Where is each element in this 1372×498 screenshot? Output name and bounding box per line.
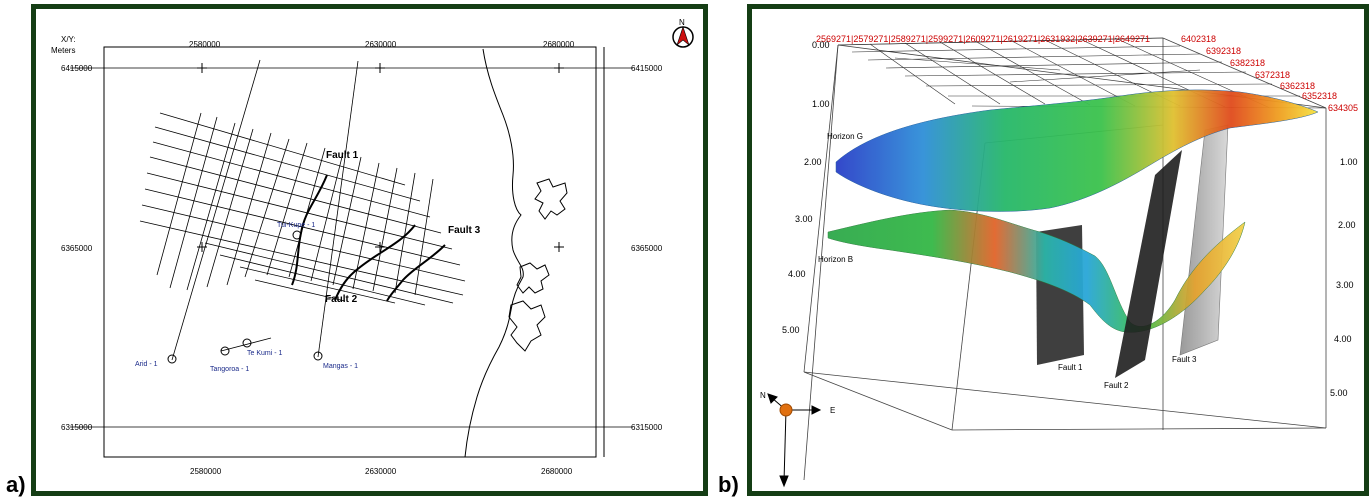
fault-1-3d-label: Fault 1 <box>1058 363 1083 372</box>
well-label: Tui-Kupe - 1 <box>277 222 315 229</box>
northing-tick: 6362318 <box>1280 81 1315 91</box>
compass-axes-icon <box>767 393 822 488</box>
compass-east: E <box>830 406 835 415</box>
well-markers <box>167 230 323 364</box>
horizon-g-label: Horizon G <box>827 132 863 141</box>
seismic-lines-strike <box>139 112 466 306</box>
compass-north: N <box>760 391 766 400</box>
island <box>508 300 546 352</box>
y-tick-right: 6415000 <box>631 64 663 73</box>
panel-a-label: a) <box>6 472 26 497</box>
northing-tick: 634305 <box>1328 103 1358 113</box>
well-label: Mangas - 1 <box>323 363 358 370</box>
bounding-box <box>803 37 1327 481</box>
y-tick-right: 6365000 <box>631 244 663 253</box>
northing-tick: 6392318 <box>1206 46 1241 56</box>
northing-tick: 6372318 <box>1255 70 1290 80</box>
regional-lines <box>171 59 359 361</box>
horizon-b-surface <box>827 209 1246 333</box>
x-tick-top: 2630000 <box>365 40 397 49</box>
seismic-lines-dip <box>156 112 434 296</box>
fault-3-3d-label: Fault 3 <box>1172 355 1197 364</box>
x-tick-top: 2680000 <box>543 40 575 49</box>
axis-header-meters: Meters <box>51 46 75 55</box>
grid-cross-markers <box>197 63 564 252</box>
north-arrow-icon: N <box>672 18 694 48</box>
depth-tick-right: 4.00 <box>1334 334 1352 344</box>
x-tick-bottom: 2680000 <box>541 467 573 476</box>
y-tick-left: 6315000 <box>61 423 93 432</box>
y-tick-right: 6315000 <box>631 423 663 432</box>
fault-2-3d-label: Fault 2 <box>1104 381 1129 390</box>
depth-tick-right: 3.00 <box>1336 280 1354 290</box>
seismic-base-map: X/Y: Meters 2580000 2630000 2680000 2580… <box>51 18 694 476</box>
island <box>516 262 550 294</box>
depth-tick-right: 2.00 <box>1338 220 1356 230</box>
depth-tick-right: 5.00 <box>1330 388 1348 398</box>
horizon-g-surface <box>835 89 1319 212</box>
panel-a-map-frame: X/Y: Meters 2580000 2630000 2680000 2580… <box>31 4 708 496</box>
fault-3-plane <box>1179 124 1229 356</box>
fault-traces <box>291 174 446 302</box>
northing-tick: 6352318 <box>1302 91 1337 101</box>
northing-tick: 6382318 <box>1230 58 1265 68</box>
panel-b-label: b) <box>718 472 739 497</box>
well-label: Arid - 1 <box>135 361 158 368</box>
coastline <box>464 48 524 458</box>
depth-tick-left: 0.00 <box>812 40 830 50</box>
3d-horizon-view: 2569271|2579271|2589271|2599271|2609271|… <box>760 34 1358 488</box>
island <box>534 178 568 220</box>
northing-tick: 6402318 <box>1181 34 1216 44</box>
panel-b-3d-frame: 2569271|2579271|2589271|2599271|2609271|… <box>747 4 1369 496</box>
fault-2-plane <box>1115 150 1182 378</box>
fault-3-label: Fault 3 <box>448 225 481 236</box>
horizon-b-label: Horizon B <box>818 255 853 264</box>
depth-tick-left: 2.00 <box>804 157 822 167</box>
y-tick-left: 6365000 <box>61 244 93 253</box>
well-label: Tangoroa - 1 <box>210 366 249 373</box>
x-tick-top: 2580000 <box>189 40 221 49</box>
depth-tick-left: 4.00 <box>788 269 806 279</box>
map-border <box>103 46 597 458</box>
depth-tick-left: 1.00 <box>812 99 830 109</box>
x-tick-bottom: 2580000 <box>190 467 222 476</box>
easting-ticks: 2569271|2579271|2589271|2599271|2609271|… <box>816 34 1150 44</box>
axis-header-xy: X/Y: <box>61 35 76 44</box>
north-symbol: N <box>679 18 685 27</box>
depth-tick-left: 3.00 <box>795 214 813 224</box>
well-label: Te Kumi - 1 <box>247 350 283 357</box>
y-tick-left: 6415000 <box>61 64 93 73</box>
depth-tick-left: 5.00 <box>782 325 800 335</box>
fault-2-label: Fault 2 <box>325 294 358 305</box>
depth-tick-right: 1.00 <box>1340 157 1358 167</box>
x-tick-bottom: 2630000 <box>365 467 397 476</box>
fault-1-label: Fault 1 <box>326 150 359 161</box>
